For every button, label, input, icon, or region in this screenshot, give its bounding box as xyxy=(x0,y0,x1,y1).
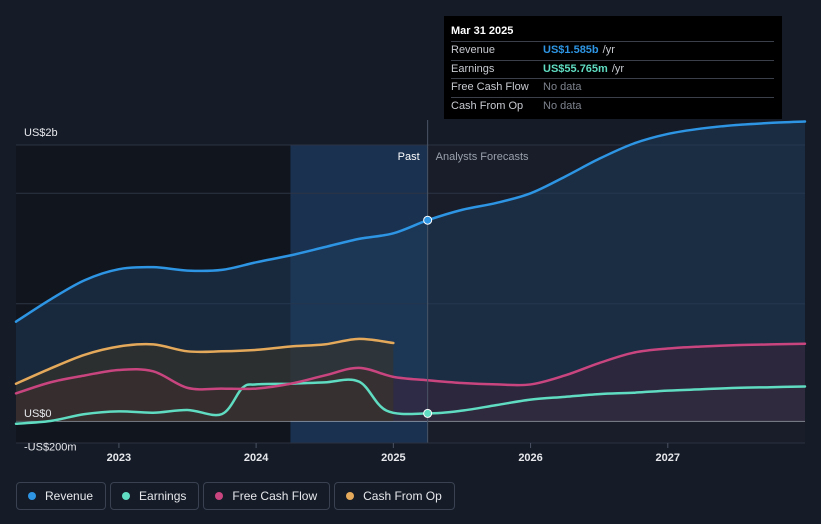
earnings-line xyxy=(14,378,807,426)
forecast-label: Analysts Forecasts xyxy=(436,151,529,163)
legend-label: Earnings xyxy=(139,489,187,503)
tooltip-value: No data xyxy=(543,99,582,112)
x-tick-label: 2026 xyxy=(518,452,542,464)
x-tick-label: 2024 xyxy=(244,452,269,464)
tooltip-row-cash-from-op: Cash From Op No data xyxy=(451,96,774,116)
legend-revenue[interactable]: Revenue xyxy=(16,482,107,510)
tooltip-value: US$55.765m xyxy=(543,62,608,75)
cash-from-op-line xyxy=(14,337,395,385)
tooltip-date: Mar 31 2025 xyxy=(451,25,514,37)
legend-label: Free Cash Flow xyxy=(232,489,318,503)
legend-cash-from-op[interactable]: Cash From Op xyxy=(334,482,455,510)
y-axis-label: US$2b xyxy=(24,127,58,139)
legend-label: Revenue xyxy=(45,489,94,503)
x-tick-label: 2025 xyxy=(381,452,405,464)
legend-dot-icon xyxy=(122,492,131,500)
tooltip-row-free-cash-flow: Free Cash Flow No data xyxy=(451,78,774,97)
tooltip-unit: /yr xyxy=(602,44,615,56)
legend-dot-icon xyxy=(215,492,224,500)
tooltip-value: No data xyxy=(543,81,582,93)
tooltip-label: Free Cash Flow xyxy=(451,81,529,93)
y-axis-label: US$0 xyxy=(24,408,52,420)
tooltip-unit: /yr xyxy=(611,62,625,75)
legend-dot-icon xyxy=(28,492,36,500)
free-cash-flow-line xyxy=(14,342,807,395)
x-tick-label: 2027 xyxy=(656,452,680,464)
series-markers xyxy=(423,215,433,418)
tooltip-label: Earnings xyxy=(451,62,495,75)
tooltip-row-earnings: Earnings US$55.765m /yr xyxy=(451,59,774,79)
x-tick-label: 2023 xyxy=(107,452,131,464)
legend-label: Cash From Op xyxy=(363,489,442,503)
tooltip-label: Revenue xyxy=(451,44,496,56)
legend-free-cash-flow[interactable]: Free Cash Flow xyxy=(203,482,331,510)
x-axis-ticks: 2023 2024 2025 2026 2027 xyxy=(107,443,680,464)
series-areas xyxy=(16,121,805,424)
past-label: Past xyxy=(398,151,420,163)
legend-earnings[interactable]: Earnings xyxy=(110,482,200,510)
hover-tooltip: Mar 31 2025 Revenue US$1.585b /yr Earnin… xyxy=(444,16,782,119)
revenue-area xyxy=(16,121,805,421)
legend-dot-icon xyxy=(346,492,355,500)
earnings-marker[interactable] xyxy=(423,408,433,418)
tooltip-value: US$1.585b xyxy=(543,44,599,56)
chart-legend: Revenue Earnings Free Cash Flow Cash Fro… xyxy=(16,482,455,510)
y-axis-labels: US$2b US$0 -US$200m xyxy=(24,127,77,454)
tooltip-label: Cash From Op xyxy=(451,99,524,112)
revenue-marker[interactable] xyxy=(423,215,433,225)
y-axis-label: -US$200m xyxy=(24,442,77,454)
revenue-line xyxy=(14,120,807,323)
series-lines xyxy=(14,120,807,426)
tooltip-row-revenue: Revenue US$1.585b /yr xyxy=(451,41,774,60)
cash-from-op-area xyxy=(16,338,394,421)
